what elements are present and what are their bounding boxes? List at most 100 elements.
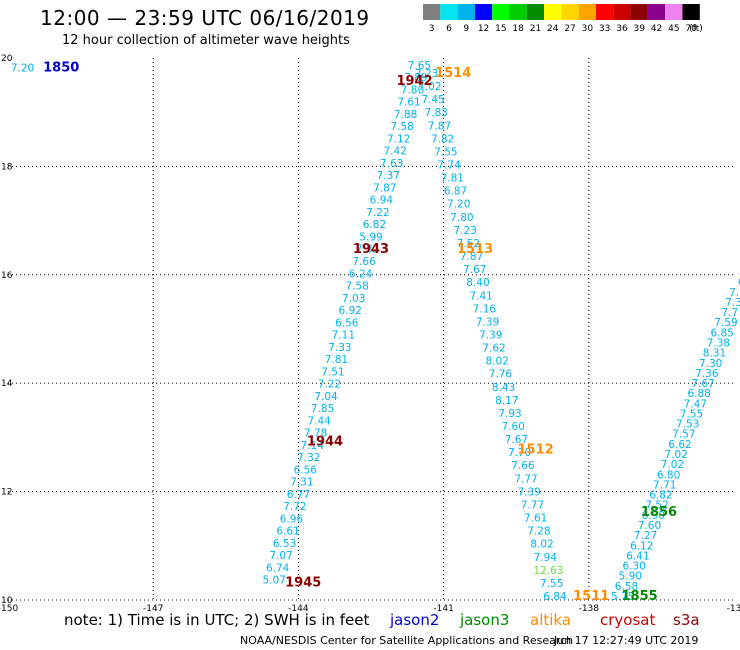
colorbar-label: 70 [685,24,697,34]
wave-height-point: 7.67 [691,378,714,390]
colorbar-swatch [526,4,545,20]
wave-height-point: 7.85 [311,403,334,415]
wave-height-point: 7.23 [453,225,476,237]
y-tick-label: 12 [1,488,12,498]
colorbar-label: 9 [463,24,469,34]
wave-height-point: 7.61 [524,513,547,525]
wave-height-point: 7.16 [473,303,497,315]
wave-height-point: 7.62 [482,343,505,355]
wave-height-point: 7.59 [714,317,737,329]
wave-height-point: 7.23 [415,68,438,80]
colorbar-swatch [596,4,614,20]
wave-height-point: 6.24 [349,268,373,280]
wave-height-point: 7.27 [634,530,657,542]
wave-height-point: 7.20 [11,63,34,75]
wave-height-point: 6.41 [626,550,649,562]
colorbar-unit: (ft) [689,24,703,34]
colorbar-swatch [561,4,579,20]
colorbar-swatch [509,4,527,20]
page-subtitle: 12 hour collection of altimeter wave hei… [62,33,350,48]
wave-height-point: 8.43 [492,382,515,394]
wave-height-point: 7.28 [527,526,550,538]
colorbar-label: 15 [495,24,506,34]
colorbar-label: 6 [446,24,452,34]
colorbar-swatch [544,4,562,20]
wave-height-point: 6.74 [266,562,290,574]
wave-height-point: 7.03 [342,293,365,305]
colorbar-label: 36 [616,24,628,34]
colorbar-swatch [647,4,666,20]
wave-height-point: 7.67 [505,434,528,446]
wave-height-point: 7.89 [404,72,427,84]
wave-height-point: 7.11 [332,330,355,342]
wave-height-point: 7.55 [540,578,563,590]
colorbar-label: 18 [512,24,524,34]
wave-height-point: 6.12 [630,540,653,552]
colorbar-label: 12 [478,24,489,34]
wave-height-point: 7.67 [463,264,486,276]
x-tick-label: -138 [579,604,600,614]
wave-height-point: 7.02 [418,81,441,93]
wave-height-point: 7.60 [638,520,661,532]
x-tick-label: -150 [0,604,18,614]
x-tick-label: -144 [288,604,309,614]
pass-time-label: 1514 [435,66,471,81]
pass-time-label: 1512 [517,443,553,458]
footer-credit: NOAA/NESDIS Center for Satellite Applica… [240,634,574,647]
wave-height-point: 7.3 [725,297,740,309]
wave-height-point: 8.02 [530,539,553,551]
wave-height-point: 6.96 [280,513,304,525]
colorbar-label: 3 [429,24,435,34]
wave-height-point: 7.66 [511,460,535,472]
wave-height-point: 6.87 [444,186,467,198]
wave-height-point: 7.47 [684,398,707,410]
wave-height-point: 7.04 [314,391,338,403]
colorbar-swatch [682,4,700,20]
colorbar-swatch [474,4,493,20]
colorbar-swatch [613,4,631,20]
wave-height-point: 8.02 [486,356,509,368]
wave-height-point: 7.02 [661,459,684,471]
wave-height-point: 6.56 [335,317,359,329]
colorbar-swatch [578,4,596,20]
legend-cryosat: cryosat [600,611,656,629]
wave-height-point: 7.31 [290,477,313,489]
pass-time-label: 1511 [573,589,609,604]
wave-height-point: 7.80 [401,84,424,96]
wave-height-point: 7.58 [345,281,368,293]
wave-height-point: 7.37 [377,170,400,182]
wave-height-point: 7.83 [425,107,448,119]
colorbar-swatch [665,4,683,20]
wave-height-point: 7.93 [498,408,521,420]
colorbar-swatch [423,4,441,20]
wave-height-point: 7.74 [437,160,461,172]
wave-height-point: 7.14 [301,440,325,452]
colorbar-label: 27 [564,24,575,34]
wave-height-point: 6.88 [687,388,710,400]
legend-jason2: jason2 [390,611,440,629]
legend-jason3: jason3 [460,611,510,629]
legend-altika: altika [530,611,572,629]
colorbar-label: 39 [634,24,646,34]
wave-height-point: 7.63 [380,158,403,170]
wave-height-point: 7.07 [269,550,292,562]
wave-height-point: 6.90 [642,510,665,522]
pass-time-label: 1850 [43,61,79,76]
wave-height-point: 7.32 [297,452,320,464]
pass-time-label: 1942 [396,74,432,89]
wave-height-point: 7.32 [356,244,379,256]
wave-height-point: 7.42 [384,146,407,158]
wave-height-point: 7.52 [645,500,668,512]
colorbar-label: 33 [599,24,610,34]
wave-height-point: 6.56 [294,464,318,476]
wave-height-point: 7.55 [434,146,457,158]
wave-height-point: 7.39 [518,486,541,498]
colorbar-swatch [630,4,648,20]
wave-height-point: 7.78 [304,428,327,440]
wave-height-point: 8.17 [495,395,518,407]
footer-timestamp: Jun 17 12:27:49 UTC 2019 [554,634,699,647]
pass-time-label: 1945 [285,575,321,590]
pass-time-label: 1513 [457,242,493,257]
wave-height-point: 7.88 [394,109,417,121]
page-title: 12:00 — 23:59 UTC 06/16/2019 [40,6,370,30]
